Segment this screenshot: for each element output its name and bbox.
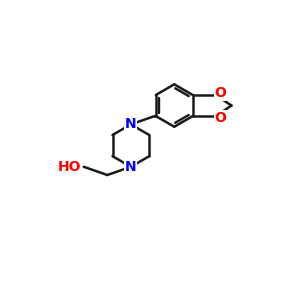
- Text: O: O: [214, 86, 226, 100]
- Text: N: N: [125, 117, 137, 131]
- Text: O: O: [214, 111, 226, 124]
- Text: HO: HO: [57, 160, 81, 174]
- Text: N: N: [125, 160, 137, 174]
